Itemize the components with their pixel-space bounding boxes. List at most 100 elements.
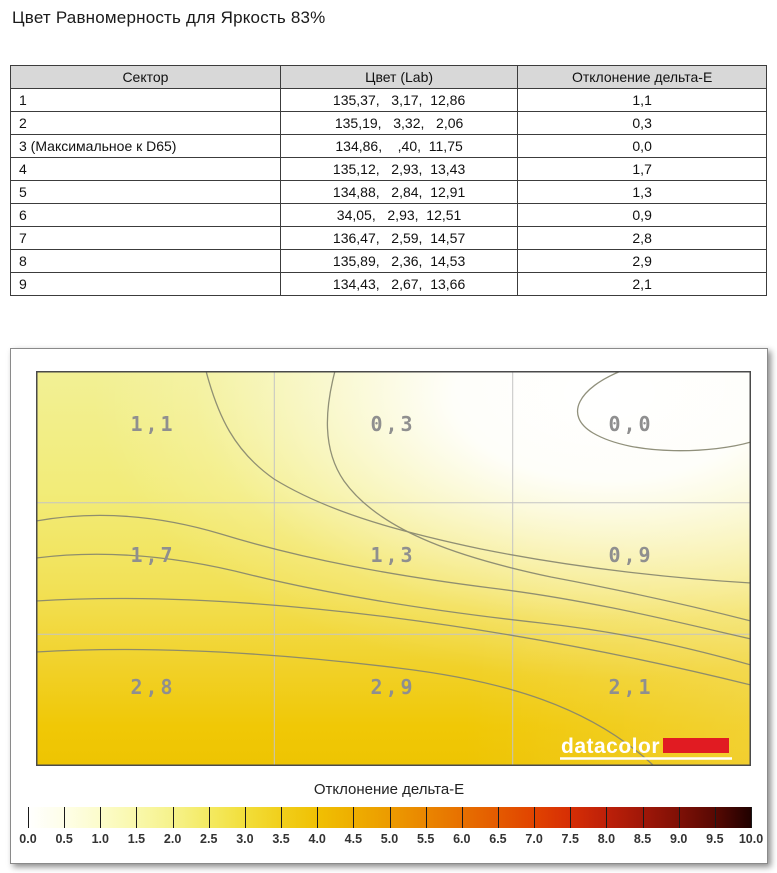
table-cell-lab: 134,88, 2,84, 12,91 <box>279 180 519 204</box>
colorbar-tick-label: 7.0 <box>525 832 543 846</box>
colorbar-tick-label: 9.0 <box>669 832 688 846</box>
colorbar-tick <box>497 807 499 828</box>
table-cell-delta: 1,3 <box>517 180 767 204</box>
table-cell-lab: 34,05, 2,93, 12,51 <box>279 203 519 227</box>
colorbar-tick-label: 10.0 <box>738 832 764 846</box>
colorbar-tick-label: 1.5 <box>127 832 146 846</box>
colorbar-tick <box>678 807 680 828</box>
colorbar-tick <box>100 807 102 828</box>
colorbar-tick <box>461 807 463 828</box>
colorbar-tick <box>208 807 210 828</box>
colorbar-tick-label: 3.0 <box>236 832 254 846</box>
table-cell-delta: 2,8 <box>517 226 767 250</box>
cell-delta-label: 0,0 <box>608 412 653 436</box>
table-row: 9 134,43, 2,67, 13,66 2,1 <box>10 272 767 296</box>
table-row: 6 34,05, 2,93, 12,51 0,9 <box>10 203 767 227</box>
colorbar-tick-label: 6.5 <box>489 832 507 846</box>
cell-delta-label: 2,1 <box>608 675 653 699</box>
table-cell-sector: 5 <box>10 180 281 204</box>
colorbar-tick <box>389 807 391 828</box>
colorbar-tick-labels: 0.0 0.5 1.0 1.5 2.0 2.5 3.0 3.5 4.0 4.5 5.0 5.5 6.0 6… <box>19 832 763 848</box>
table-header-delta-e: Отклонение дельта-E <box>517 65 767 89</box>
cell-delta-label: 0,9 <box>608 543 653 567</box>
table-cell-sector: 6 <box>10 203 281 227</box>
table-row: 3 (Максимальное к D65) 134,86, ,40, 11,75… <box>10 134 767 158</box>
colorbar-tick <box>172 807 174 828</box>
table-row: 5 134,88, 2,84, 12,91 1,3 <box>10 180 767 204</box>
contour-lines <box>36 371 751 766</box>
contour-field <box>36 371 751 766</box>
cell-delta-label: 1,3 <box>370 543 415 567</box>
table-cell-lab: 135,89, 2,36, 14,53 <box>279 249 519 273</box>
uniformity-contour-panel: 1,1 0,3 0,0 1,7 1,3 0,9 2,8 2,9 2,1 datacolor От… <box>10 348 768 864</box>
colorbar-tick-label: 9.5 <box>706 832 724 846</box>
table-row: 4 135,12, 2,93, 13,43 1,7 <box>10 157 767 181</box>
table-cell-sector: 3 (Максимальное к D65) <box>10 134 281 158</box>
colorbar-tick <box>425 807 427 828</box>
table-cell-delta: 0,0 <box>517 134 767 158</box>
table-cell-sector: 1 <box>10 88 281 112</box>
table-cell-lab: 135,37, 3,17, 12,86 <box>279 88 519 112</box>
cell-delta-label: 2,9 <box>370 675 415 699</box>
table-cell-lab: 136,47, 2,59, 14,57 <box>279 226 519 250</box>
table-row: 7 136,47, 2,59, 14,57 2,8 <box>10 226 767 250</box>
table-header-lab: Цвет (Lab) <box>279 65 519 89</box>
table-cell-delta: 1,7 <box>517 157 767 181</box>
colorbar-tick <box>28 807 29 828</box>
table-cell-sector: 2 <box>10 111 281 135</box>
colorbar-tick <box>136 807 138 828</box>
table-cell-sector: 4 <box>10 157 281 181</box>
sector-delta-labels: 1,1 0,3 0,0 1,7 1,3 0,9 2,8 2,9 2,1 <box>130 412 653 699</box>
table-cell-delta: 1,1 <box>517 88 767 112</box>
table-header-sector: Сектор <box>10 65 281 89</box>
colorbar-tick <box>606 807 608 828</box>
colorbar-tick-label: 0.5 <box>55 832 73 846</box>
colorbar-title: Отклонение дельта-E <box>313 781 465 798</box>
sector-grid-lines <box>36 371 751 766</box>
colorbar-tick <box>534 807 536 828</box>
colorbar-tick-label: 3.5 <box>272 832 290 846</box>
colorbar-tick-label: 1.0 <box>91 832 109 846</box>
colorbar-tick <box>570 807 572 828</box>
page-title: Цвет Равномерность для Яркость 83% <box>12 8 326 27</box>
colorbar-tick-label: 6.0 <box>453 832 471 846</box>
colorbar-tick <box>244 807 246 828</box>
colorbar-tick-label: 0.0 <box>19 832 37 846</box>
colorbar-tick-label: 8.0 <box>597 832 616 846</box>
plot-border <box>36 371 751 766</box>
table-cell-sector: 8 <box>10 249 281 273</box>
colorbar-tick-label: 5.5 <box>416 832 435 846</box>
uniformity-table-body: 1 135,37, 3,17, 12,86 1,1 2 135,19, 3,32, 2,… <box>10 88 767 296</box>
colorbar-tick-label: 2.5 <box>200 832 218 846</box>
table-row: 2 135,19, 3,32, 2,06 0,3 <box>10 111 767 135</box>
datacolor-logo-bar <box>663 738 729 753</box>
table-header-row: Сектор Цвет (Lab) Отклонение дельта-E <box>10 65 767 89</box>
table-cell-delta: 0,9 <box>517 203 767 227</box>
table-cell-lab: 134,86, ,40, 11,75 <box>279 134 519 158</box>
colorbar-tick-label: 8.5 <box>633 832 652 846</box>
table-cell-lab: 134,43, 2,67, 13,66 <box>279 272 519 296</box>
table-row: 8 135,89, 2,36, 14,53 2,9 <box>10 249 767 273</box>
colorbar-gradient <box>28 807 752 828</box>
colorbar-tick-label: 7.5 <box>561 832 579 846</box>
colorbar-tick <box>642 807 644 828</box>
datacolor-logo-text: datacolor <box>561 735 660 758</box>
datacolor-logo: datacolor <box>560 735 732 760</box>
table-cell-lab: 135,19, 3,32, 2,06 <box>279 111 519 135</box>
colorbar-tick-label: 5.0 <box>380 832 399 846</box>
contour-plot: 1,1 0,3 0,0 1,7 1,3 0,9 2,8 2,9 2,1 datacolor <box>36 371 751 766</box>
colorbar-tick <box>281 807 283 828</box>
cell-delta-label: 1,1 <box>130 412 175 436</box>
table-cell-sector: 7 <box>10 226 281 250</box>
colorbar-tick <box>751 807 752 828</box>
table-cell-delta: 0,3 <box>517 111 767 135</box>
colorbar-tick-label: 2.0 <box>163 832 182 846</box>
table-cell-lab: 135,12, 2,93, 13,43 <box>279 157 519 181</box>
colorbar-tick <box>317 807 319 828</box>
table-row: 1 135,37, 3,17, 12,86 1,1 <box>10 88 767 112</box>
colorbar-tick-label: 4.0 <box>308 832 326 846</box>
colorbar-tick <box>714 807 716 828</box>
cell-delta-label: 1,7 <box>130 543 175 567</box>
